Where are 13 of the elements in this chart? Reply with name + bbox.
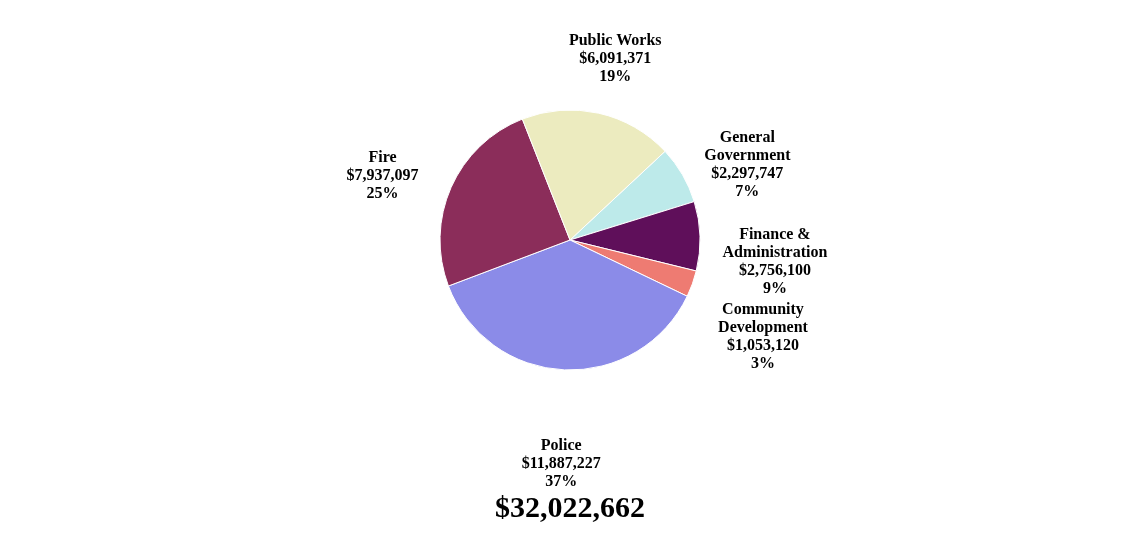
data-label: $2,297,747 7% <box>711 164 784 200</box>
data-label: $7,937,097 25% <box>346 165 419 201</box>
data-label: $6,091,371 19% <box>579 49 652 85</box>
data-label: $11,887,227 37% <box>521 453 601 489</box>
text: $32,022,662 <box>495 489 645 523</box>
data-label: $1,053,120 3% <box>726 336 799 372</box>
slice-label: Fire <box>368 147 397 165</box>
slice-label: Public Works <box>568 31 662 49</box>
slice-label: Finance & Administration <box>722 224 828 260</box>
data-label: $2,756,100 9% <box>738 260 811 296</box>
slice-label: General Government <box>704 128 792 164</box>
slice-label: Community Development <box>718 300 809 337</box>
slice-label: Police <box>540 435 582 453</box>
